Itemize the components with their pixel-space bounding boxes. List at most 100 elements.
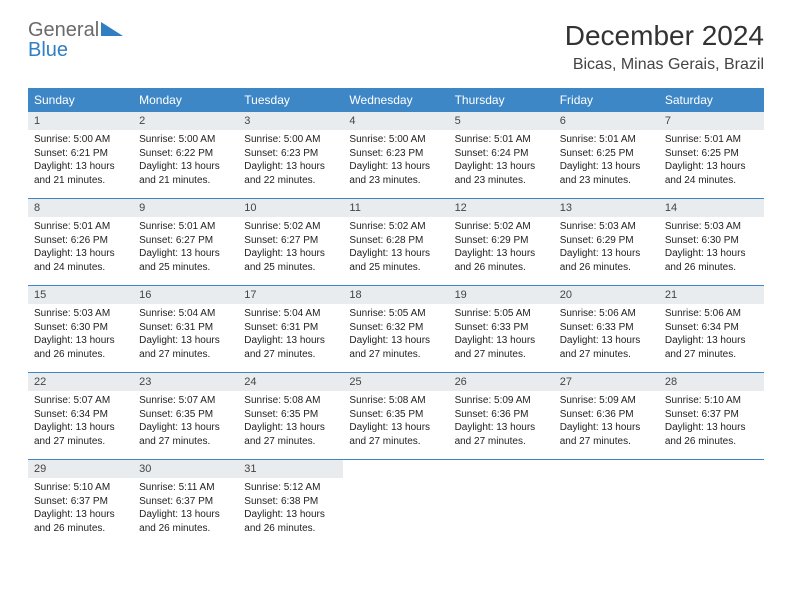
daylight-text: Daylight: 13 hours and 27 minutes. (455, 421, 548, 448)
day-data: Sunrise: 5:05 AMSunset: 6:32 PMDaylight:… (343, 304, 448, 367)
day-data: Sunrise: 5:01 AMSunset: 6:24 PMDaylight:… (449, 130, 554, 193)
day-number: 26 (449, 373, 554, 391)
sunset-text: Sunset: 6:30 PM (665, 234, 758, 248)
sunrise-text: Sunrise: 5:09 AM (455, 394, 548, 408)
sunrise-text: Sunrise: 5:03 AM (34, 307, 127, 321)
calendar-day-cell: 30Sunrise: 5:11 AMSunset: 6:37 PMDayligh… (133, 460, 238, 547)
sunset-text: Sunset: 6:36 PM (455, 408, 548, 422)
daylight-text: Daylight: 13 hours and 24 minutes. (665, 160, 758, 187)
day-data: Sunrise: 5:00 AMSunset: 6:23 PMDaylight:… (238, 130, 343, 193)
calendar-day-cell: 19Sunrise: 5:05 AMSunset: 6:33 PMDayligh… (449, 286, 554, 373)
calendar-day-cell: 10Sunrise: 5:02 AMSunset: 6:27 PMDayligh… (238, 199, 343, 286)
daylight-text: Daylight: 13 hours and 26 minutes. (244, 508, 337, 535)
day-data: Sunrise: 5:09 AMSunset: 6:36 PMDaylight:… (554, 391, 659, 454)
sunrise-text: Sunrise: 5:08 AM (349, 394, 442, 408)
day-data: Sunrise: 5:06 AMSunset: 6:34 PMDaylight:… (659, 304, 764, 367)
day-number: 2 (133, 112, 238, 130)
day-data: Sunrise: 5:09 AMSunset: 6:36 PMDaylight:… (449, 391, 554, 454)
day-number: 12 (449, 199, 554, 217)
sunset-text: Sunset: 6:37 PM (139, 495, 232, 509)
logo: General Blue (28, 20, 123, 60)
sunrise-text: Sunrise: 5:01 AM (34, 220, 127, 234)
daylight-text: Daylight: 13 hours and 27 minutes. (34, 421, 127, 448)
day-data: Sunrise: 5:02 AMSunset: 6:27 PMDaylight:… (238, 217, 343, 280)
logo-word-general: General (28, 19, 99, 41)
day-number: 29 (28, 460, 133, 478)
logo-text: General Blue (28, 20, 123, 60)
sunset-text: Sunset: 6:38 PM (244, 495, 337, 509)
day-number: 11 (343, 199, 448, 217)
sunset-text: Sunset: 6:32 PM (349, 321, 442, 335)
daylight-text: Daylight: 13 hours and 23 minutes. (560, 160, 653, 187)
sunset-text: Sunset: 6:34 PM (665, 321, 758, 335)
calendar-day-cell: 26Sunrise: 5:09 AMSunset: 6:36 PMDayligh… (449, 373, 554, 460)
daylight-text: Daylight: 13 hours and 26 minutes. (139, 508, 232, 535)
sunset-text: Sunset: 6:26 PM (34, 234, 127, 248)
day-number: 4 (343, 112, 448, 130)
sunrise-text: Sunrise: 5:02 AM (244, 220, 337, 234)
calendar-day-cell: 8Sunrise: 5:01 AMSunset: 6:26 PMDaylight… (28, 199, 133, 286)
daylight-text: Daylight: 13 hours and 26 minutes. (665, 421, 758, 448)
day-data: Sunrise: 5:10 AMSunset: 6:37 PMDaylight:… (28, 478, 133, 541)
weekday-header: Friday (554, 88, 659, 112)
day-data: Sunrise: 5:00 AMSunset: 6:22 PMDaylight:… (133, 130, 238, 193)
sunrise-text: Sunrise: 5:10 AM (665, 394, 758, 408)
day-data: Sunrise: 5:03 AMSunset: 6:30 PMDaylight:… (28, 304, 133, 367)
sunrise-text: Sunrise: 5:01 AM (455, 133, 548, 147)
day-data: Sunrise: 5:00 AMSunset: 6:23 PMDaylight:… (343, 130, 448, 193)
day-number: 10 (238, 199, 343, 217)
daylight-text: Daylight: 13 hours and 21 minutes. (139, 160, 232, 187)
day-data: Sunrise: 5:10 AMSunset: 6:37 PMDaylight:… (659, 391, 764, 454)
sunrise-text: Sunrise: 5:00 AM (244, 133, 337, 147)
day-number: 5 (449, 112, 554, 130)
day-number: 14 (659, 199, 764, 217)
page-title: December 2024 (565, 20, 764, 52)
calendar-empty-cell (554, 460, 659, 547)
sunset-text: Sunset: 6:34 PM (34, 408, 127, 422)
day-number: 22 (28, 373, 133, 391)
day-number: 18 (343, 286, 448, 304)
daylight-text: Daylight: 13 hours and 21 minutes. (34, 160, 127, 187)
sunset-text: Sunset: 6:35 PM (349, 408, 442, 422)
sunset-text: Sunset: 6:33 PM (455, 321, 548, 335)
calendar-day-cell: 3Sunrise: 5:00 AMSunset: 6:23 PMDaylight… (238, 112, 343, 199)
calendar-week-row: 1Sunrise: 5:00 AMSunset: 6:21 PMDaylight… (28, 112, 764, 199)
calendar-day-cell: 18Sunrise: 5:05 AMSunset: 6:32 PMDayligh… (343, 286, 448, 373)
calendar-empty-cell (659, 460, 764, 547)
sunset-text: Sunset: 6:25 PM (665, 147, 758, 161)
day-number: 24 (238, 373, 343, 391)
sunset-text: Sunset: 6:22 PM (139, 147, 232, 161)
calendar-day-cell: 11Sunrise: 5:02 AMSunset: 6:28 PMDayligh… (343, 199, 448, 286)
sunset-text: Sunset: 6:35 PM (244, 408, 337, 422)
sunset-text: Sunset: 6:24 PM (455, 147, 548, 161)
calendar-table: SundayMondayTuesdayWednesdayThursdayFrid… (28, 88, 764, 546)
day-data: Sunrise: 5:12 AMSunset: 6:38 PMDaylight:… (238, 478, 343, 541)
day-data: Sunrise: 5:01 AMSunset: 6:27 PMDaylight:… (133, 217, 238, 280)
calendar-day-cell: 21Sunrise: 5:06 AMSunset: 6:34 PMDayligh… (659, 286, 764, 373)
calendar-day-cell: 29Sunrise: 5:10 AMSunset: 6:37 PMDayligh… (28, 460, 133, 547)
calendar-day-cell: 5Sunrise: 5:01 AMSunset: 6:24 PMDaylight… (449, 112, 554, 199)
sunset-text: Sunset: 6:23 PM (244, 147, 337, 161)
calendar-day-cell: 12Sunrise: 5:02 AMSunset: 6:29 PMDayligh… (449, 199, 554, 286)
calendar-day-cell: 17Sunrise: 5:04 AMSunset: 6:31 PMDayligh… (238, 286, 343, 373)
calendar-empty-cell (449, 460, 554, 547)
daylight-text: Daylight: 13 hours and 27 minutes. (139, 421, 232, 448)
day-data: Sunrise: 5:08 AMSunset: 6:35 PMDaylight:… (343, 391, 448, 454)
calendar-day-cell: 6Sunrise: 5:01 AMSunset: 6:25 PMDaylight… (554, 112, 659, 199)
calendar-body: 1Sunrise: 5:00 AMSunset: 6:21 PMDaylight… (28, 112, 764, 546)
calendar-day-cell: 1Sunrise: 5:00 AMSunset: 6:21 PMDaylight… (28, 112, 133, 199)
day-number: 31 (238, 460, 343, 478)
daylight-text: Daylight: 13 hours and 26 minutes. (34, 508, 127, 535)
calendar-day-cell: 9Sunrise: 5:01 AMSunset: 6:27 PMDaylight… (133, 199, 238, 286)
weekday-header: Wednesday (343, 88, 448, 112)
day-number: 3 (238, 112, 343, 130)
daylight-text: Daylight: 13 hours and 27 minutes. (244, 421, 337, 448)
calendar-day-cell: 4Sunrise: 5:00 AMSunset: 6:23 PMDaylight… (343, 112, 448, 199)
day-number: 21 (659, 286, 764, 304)
daylight-text: Daylight: 13 hours and 24 minutes. (34, 247, 127, 274)
sunrise-text: Sunrise: 5:04 AM (244, 307, 337, 321)
sunrise-text: Sunrise: 5:09 AM (560, 394, 653, 408)
day-number: 20 (554, 286, 659, 304)
daylight-text: Daylight: 13 hours and 27 minutes. (349, 334, 442, 361)
sunset-text: Sunset: 6:33 PM (560, 321, 653, 335)
